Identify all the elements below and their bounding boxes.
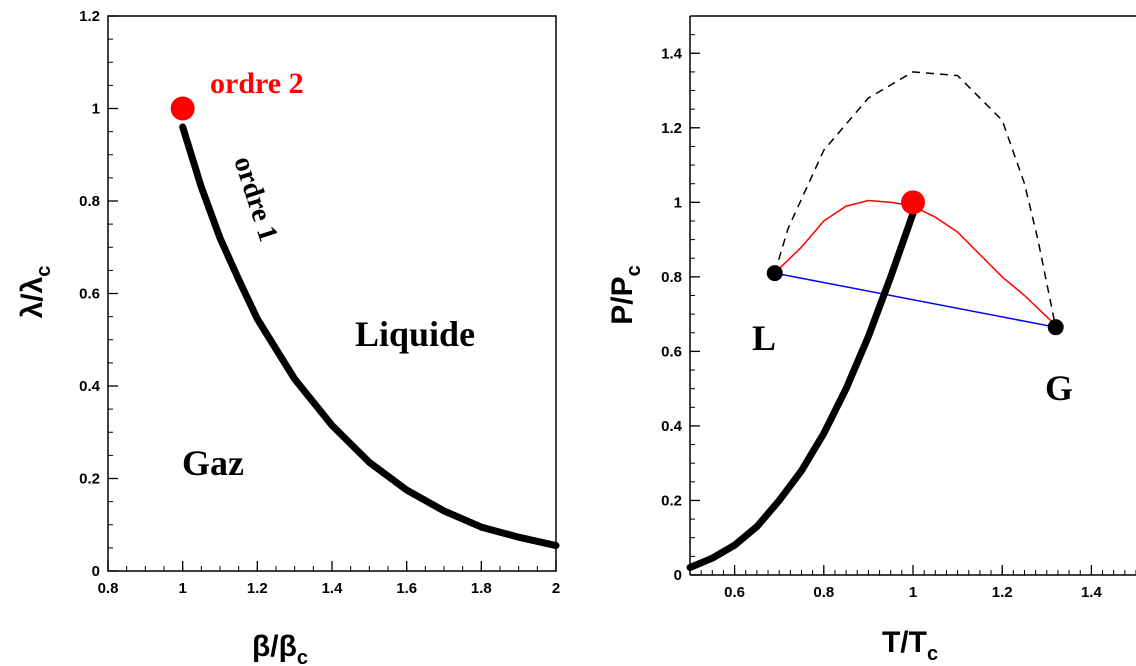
left-x-tick-label: 1.6 <box>396 580 417 597</box>
left-y-tick-label: 0.8 <box>79 193 100 210</box>
point-g-label: G <box>1045 368 1073 408</box>
right-y-tick-label: 0 <box>674 567 682 584</box>
right-x-tick-label: 1.4 <box>1081 584 1103 601</box>
right-tick-group: 0.6 0.8 1 1.2 1.4 0 0.2 0.4 0.6 0.8 1 1.2 1.4 <box>661 15 1136 601</box>
point-l-label: L <box>752 318 776 358</box>
right-y-tick-label: 0.4 <box>661 418 683 435</box>
left-x-tick-label: 1.2 <box>247 580 268 597</box>
right-y-axis-label: P/Pc <box>606 265 645 324</box>
left-y-tick-label: 1.2 <box>79 8 100 25</box>
left-x-tick-label: 1 <box>178 580 186 597</box>
critical-order-label: ordre 2 <box>210 67 304 100</box>
right-y-tick-label: 0.2 <box>661 492 682 509</box>
left-tick-group: 0.8 1 1.2 1.4 1.6 1.8 2 0 0.2 0.4 0.6 0.8 1 1.2 <box>79 8 560 597</box>
gas-region-label: Gaz <box>182 443 244 483</box>
tie-line <box>774 272 1056 328</box>
right-y-tick-label: 1.4 <box>661 45 683 62</box>
right-series-group <box>686 71 1064 571</box>
right-y-tick-label: 0.8 <box>661 269 682 286</box>
right-y-tick-label: 1.2 <box>661 120 682 137</box>
red-curve <box>774 199 1057 326</box>
dashed-envelope-curve <box>773 71 1057 328</box>
right-x-tick-label: 1 <box>909 584 917 601</box>
point-l-marker <box>766 265 783 282</box>
left-y-tick-label: 1 <box>92 101 100 118</box>
first-order-transition-line <box>179 123 560 550</box>
right-x-axis-label: T/Tc <box>882 626 938 665</box>
left-chart: 0.8 1 1.2 1.4 1.6 1.8 200.20.40.60.811.2 β/βc … <box>16 8 560 666</box>
left-x-axis-label: β/βc <box>252 630 308 666</box>
right-y-tick-label: 1 <box>674 194 682 211</box>
left-y-tick-label: 0 <box>92 563 100 580</box>
critical-point-marker <box>901 190 925 215</box>
liquid-region-label: Liquide <box>355 314 475 354</box>
right-chart: 0.6 0.8 1 1.2 1.4 0 0.2 0.4 0.6 0.8 1 1.2 1.4 T/Tc P… <box>606 15 1136 665</box>
first-order-label: ordre 1 <box>227 153 283 246</box>
right-x-tick-label: 0.6 <box>724 584 745 601</box>
right-y-tick-label: 0.6 <box>661 343 682 360</box>
left-y-tick-label: 0.6 <box>79 286 100 303</box>
left-x-tick-label: 1.4 <box>322 580 344 597</box>
left-x-tick-label: 0.8 <box>98 580 119 597</box>
left-y-tick-label: 0.4 <box>79 378 101 395</box>
point-g-marker <box>1047 319 1064 336</box>
left-x-tick-label: 2 <box>552 580 560 597</box>
critical-point-marker <box>170 96 195 121</box>
left-series-group <box>170 96 560 550</box>
right-x-tick-label: 0.8 <box>813 584 834 601</box>
coexistence-curve <box>686 210 917 571</box>
left-y-tick-label: 0.2 <box>79 471 100 488</box>
right-x-tick-label: 1.2 <box>992 584 1013 601</box>
left-x-tick-label: 1.8 <box>471 580 492 597</box>
left-y-axis-label: λ/λc <box>16 266 55 319</box>
